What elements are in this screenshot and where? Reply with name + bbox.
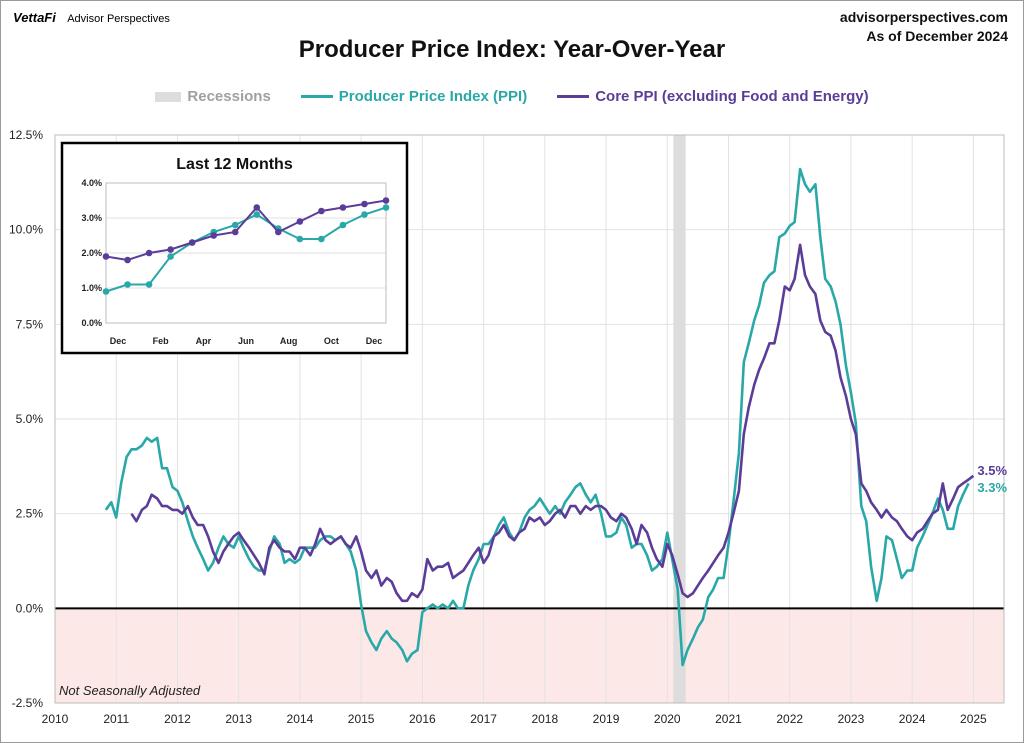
- y-tick-label: 0.0%: [16, 601, 44, 615]
- inset-core-ppi-point: [382, 197, 390, 204]
- inset-ppi-point: [339, 221, 347, 229]
- x-tick-label: 2025: [960, 712, 987, 726]
- inset-ppi-point: [231, 221, 239, 229]
- inset-ppi-point: [102, 288, 110, 295]
- inset-x-tick-label: Dec: [366, 336, 383, 346]
- annotation-text: Not Seasonally Adjusted: [59, 683, 201, 698]
- y-tick-label: 10.0%: [9, 223, 43, 237]
- x-tick-label: 2010: [42, 712, 69, 726]
- site-url: advisorperspectives.com: [839, 9, 1008, 25]
- inset-x-tick-label: Dec: [110, 336, 127, 346]
- inset-core-ppi-point: [318, 207, 325, 215]
- inset-core-ppi-point: [231, 228, 239, 236]
- y-tick-label: 2.5%: [16, 507, 44, 521]
- negative-region: [55, 608, 1004, 703]
- brand-logo: VettaFi: [13, 10, 56, 25]
- brand-block: VettaFi Advisor Perspectives: [13, 10, 170, 25]
- inset-core-ppi-point: [210, 232, 217, 239]
- x-tick-label: 2016: [409, 712, 436, 726]
- legend-core-ppi: Core PPI (excluding Food and Energy): [557, 88, 869, 105]
- legend-swatch-ppi: [300, 95, 333, 98]
- inset-x-tick-label: Aug: [280, 336, 298, 346]
- legend-label-recessions: Recessions: [187, 88, 271, 105]
- as-of-date: As of December 2024: [866, 28, 1008, 44]
- x-tick-label: 2013: [225, 712, 252, 726]
- x-tick-label: 2012: [164, 712, 191, 726]
- ppi-series-line: [104, 167, 970, 667]
- legend-label-ppi: Producer Price Index (PPI): [338, 88, 528, 105]
- inset-y-tick-label: 3.0%: [81, 213, 102, 223]
- y-tick-label: -2.5%: [12, 696, 44, 710]
- inset-y-tick-label: 1.0%: [81, 283, 102, 293]
- inset-x-tick-label: Jun: [238, 336, 254, 346]
- source-block: advisorperspectives.com As of December 2…: [840, 8, 1008, 46]
- inset-core-ppi-point: [296, 218, 304, 225]
- inset-core-ppi-point: [339, 204, 347, 211]
- chart-title: Producer Price Index: Year-Over-Year: [298, 36, 726, 63]
- x-tick-label: 2018: [531, 712, 558, 726]
- inset-core-ppi-point: [253, 204, 261, 211]
- x-tick-label: 2011: [103, 712, 129, 726]
- inset-ppi-point: [253, 211, 261, 218]
- inset-core-ppi-point: [167, 246, 174, 253]
- legend-recessions: Recessions: [155, 88, 271, 105]
- legend-label-core-ppi: Core PPI (excluding Food and Energy): [595, 88, 869, 105]
- legend-ppi: Producer Price Index (PPI): [300, 88, 528, 105]
- inset-core-ppi-point: [145, 249, 153, 257]
- y-tick-label: 5.0%: [16, 412, 44, 426]
- inset-core-ppi-point: [124, 256, 131, 264]
- inset-ppi-point: [382, 204, 390, 211]
- x-tick-label: 2022: [776, 712, 803, 726]
- inset-x-tick-label: Apr: [196, 336, 212, 346]
- legend-swatch-recessions: [155, 91, 182, 102]
- inset-box: [60, 141, 409, 355]
- inset-core-ppi-point: [275, 228, 282, 236]
- x-tick-label: 2017: [470, 712, 497, 726]
- end-value-label: 3.3%: [977, 480, 1007, 495]
- inset-ppi-point: [361, 211, 368, 218]
- y-tick-label: 7.5%: [16, 317, 44, 331]
- x-tick-label: 2019: [593, 712, 620, 726]
- x-tick-label: 2021: [715, 712, 742, 726]
- inset-y-tick-label: 0.0%: [81, 318, 102, 328]
- inset-core-ppi-point: [361, 200, 368, 208]
- inset-core-ppi-point: [102, 253, 110, 260]
- inset-title: Last 12 Months: [176, 156, 293, 173]
- inset-core-ppi-point: [188, 239, 196, 246]
- inset-chart: Last 12 Months 0.0% 1.0% 2.0% 3.0% 4.0% Dec Feb…: [60, 141, 409, 355]
- inset-core-ppi-line: [105, 199, 387, 262]
- inset-ppi-point: [296, 235, 304, 243]
- recession-band: [673, 135, 686, 703]
- y-tick-label: 12.5%: [9, 128, 43, 142]
- plot-border: [54, 134, 1005, 704]
- x-tick-label: 2024: [899, 712, 926, 726]
- end-value-label: 3.5%: [977, 463, 1007, 478]
- core-ppi-series-line: [130, 243, 975, 603]
- inset-y-tick-label: 2.0%: [81, 248, 102, 258]
- x-tick-label: 2020: [654, 712, 681, 726]
- x-tick-label: 2014: [287, 712, 314, 726]
- inset-ppi-point: [167, 253, 174, 260]
- inset-x-tick-label: Oct: [324, 336, 339, 346]
- inset-y-tick-label: 4.0%: [81, 178, 102, 188]
- legend-swatch-core-ppi: [557, 95, 590, 98]
- x-tick-label: 2015: [348, 712, 375, 726]
- brand-subtitle: Advisor Perspectives: [67, 13, 170, 25]
- legend: Recessions Producer Price Index (PPI) Co…: [0, 88, 1024, 105]
- x-tick-label: 2023: [838, 712, 865, 726]
- inset-plot-border: [105, 182, 387, 324]
- inset-ppi-point: [124, 281, 131, 288]
- inset-x-tick-label: Feb: [153, 336, 170, 346]
- inset-ppi-point: [318, 235, 325, 243]
- inset-ppi-point: [145, 281, 153, 288]
